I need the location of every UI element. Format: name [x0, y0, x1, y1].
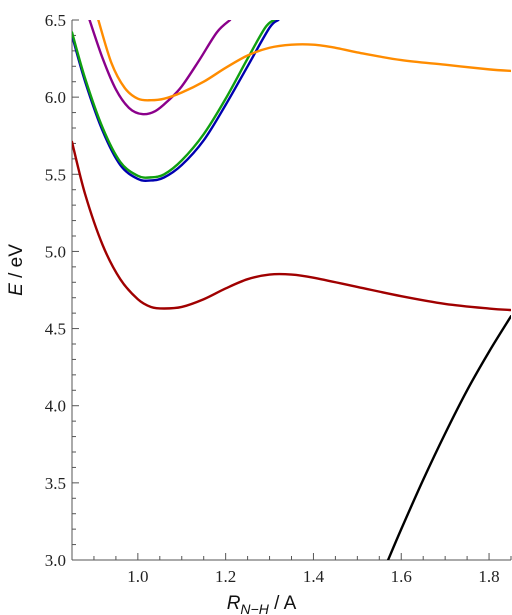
y-axis-title: E / eV: [6, 244, 27, 296]
y-tick-label: 6.0: [45, 88, 66, 107]
x-axis-title-unit: / A: [269, 593, 297, 614]
y-ticks: 3.0 3.5 4.0 4.5 5.0 5.5 6.0 6.5: [45, 11, 79, 570]
y-tick-label: 3.0: [45, 551, 66, 570]
series-line-6: [386, 315, 511, 560]
y-tick-label: 5.0: [45, 242, 66, 261]
series-line-1: [72, 140, 511, 312]
y-tick-label: 6.5: [45, 11, 66, 30]
series-line-3: [72, 20, 276, 179]
series-line-5: [97, 20, 511, 102]
x-tick-label: 1.8: [478, 567, 499, 586]
series-line-2: [72, 20, 280, 182]
series-line-4: [88, 20, 232, 116]
x-axis-title-subscript: N−H: [240, 601, 269, 615]
y-tick-label: 3.5: [45, 474, 66, 493]
y-axis-title-main: E: [6, 283, 27, 296]
x-axis-title-main: R: [227, 593, 241, 614]
x-tick-label: 1.4: [303, 567, 325, 586]
y-tick-label: 5.5: [45, 165, 66, 184]
x-axis-title: RN−H / A: [227, 593, 297, 615]
y-axis-title-unit: / eV: [6, 244, 27, 283]
curves: [72, 20, 511, 560]
x-tick-label: 1.2: [215, 567, 236, 586]
x-tick-label: 1.0: [127, 567, 148, 586]
y-tick-label: 4.5: [45, 320, 66, 339]
x-ticks: 1.0 1.2 1.4 1.6 1.8: [71, 553, 512, 586]
x-tick-label: 1.6: [391, 567, 412, 586]
y-tick-label: 4.0: [45, 397, 66, 416]
axes: [71, 20, 511, 561]
